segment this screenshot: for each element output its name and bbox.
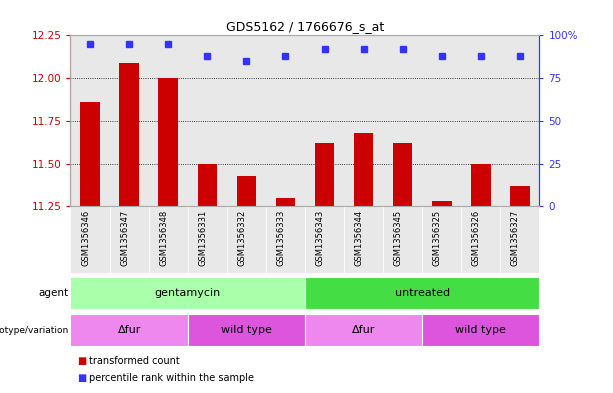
Text: Δfur: Δfur [118,325,141,335]
Bar [432,201,452,206]
Bar [70,314,188,346]
Bar [158,78,178,206]
Text: GSM1356331: GSM1356331 [198,209,207,266]
Text: GSM1356326: GSM1356326 [472,209,481,266]
Bar [80,102,100,206]
Text: GSM1356345: GSM1356345 [394,209,403,266]
Text: GSM1356333: GSM1356333 [276,209,286,266]
Bar [227,206,266,273]
Bar [305,314,422,346]
Bar [314,143,334,206]
Text: percentile rank within the sample: percentile rank within the sample [89,373,254,383]
Bar [70,206,110,273]
Bar [149,206,188,273]
Text: GSM1356348: GSM1356348 [159,209,168,266]
Bar [422,206,462,273]
Text: GSM1356347: GSM1356347 [120,209,129,266]
Bar [510,186,530,206]
Bar [462,206,500,273]
Text: ■: ■ [77,356,86,365]
Text: wild type: wild type [221,325,272,335]
Text: gentamycin: gentamycin [154,288,221,298]
Text: transformed count: transformed count [89,356,180,365]
Text: genotype/variation: genotype/variation [0,326,69,334]
Text: GSM1356346: GSM1356346 [81,209,90,266]
Bar [266,206,305,273]
Bar [188,314,305,346]
Text: Δfur: Δfur [352,325,375,335]
Bar [383,206,422,273]
Text: GSM1356332: GSM1356332 [237,209,246,266]
Bar [305,277,539,309]
Bar [276,198,295,206]
Text: agent: agent [39,288,69,298]
Text: GSM1356325: GSM1356325 [433,209,442,266]
Bar [344,206,383,273]
Text: wild type: wild type [455,325,506,335]
Bar [422,314,539,346]
Bar [197,163,217,206]
Bar [471,163,490,206]
Text: GSM1356343: GSM1356343 [316,209,324,266]
Bar [354,133,373,206]
Title: GDS5162 / 1766676_s_at: GDS5162 / 1766676_s_at [226,20,384,33]
Bar [120,63,139,206]
Bar [237,176,256,206]
Bar [70,277,305,309]
Bar [305,206,344,273]
Bar [393,143,413,206]
Bar [110,206,149,273]
Text: GSM1356344: GSM1356344 [354,209,364,266]
Text: ■: ■ [77,373,86,383]
Bar [188,206,227,273]
Bar [500,206,539,273]
Text: GSM1356327: GSM1356327 [511,209,520,266]
Text: untreated: untreated [395,288,450,298]
